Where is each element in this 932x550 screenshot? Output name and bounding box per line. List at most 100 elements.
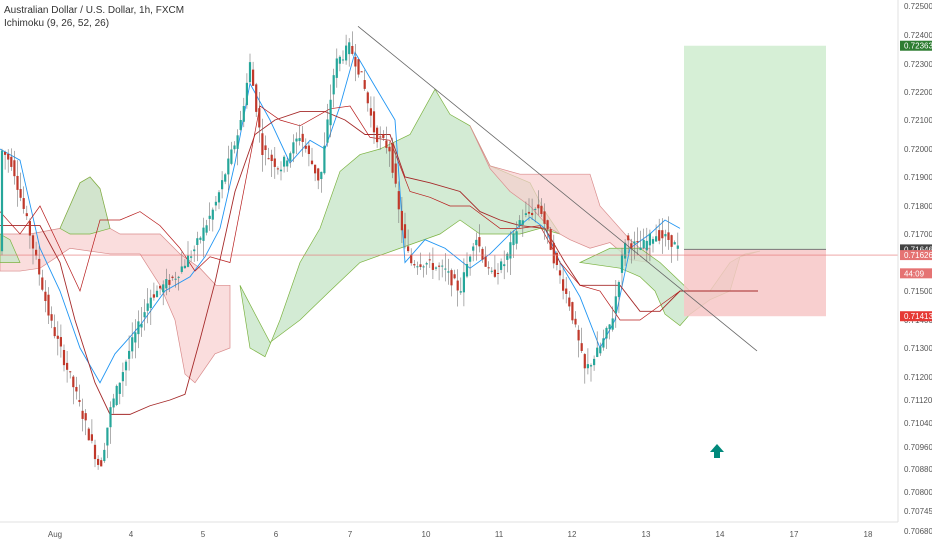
candle — [41, 269, 44, 292]
candle — [428, 252, 431, 268]
candle — [335, 48, 338, 88]
candle — [348, 38, 351, 67]
candle — [379, 126, 382, 150]
candle — [44, 280, 47, 313]
price-tick-label: 0.71900 — [904, 173, 932, 182]
candle — [50, 306, 53, 329]
chart-legend: Australian Dollar / U.S. Dollar, 1h, FXC… — [4, 4, 184, 30]
candle — [645, 227, 648, 262]
candle — [155, 285, 159, 298]
cloud-segment — [0, 176, 231, 384]
time-tick-label: 14 — [716, 530, 725, 539]
time-tick-label: 11 — [495, 530, 504, 539]
trendline[interactable] — [357, 25, 758, 352]
candle — [19, 172, 22, 202]
candle — [620, 247, 624, 287]
candle — [137, 310, 140, 349]
candle — [515, 221, 518, 250]
candle — [31, 233, 35, 265]
candle — [493, 255, 496, 279]
candle — [456, 269, 459, 307]
candle — [16, 160, 19, 207]
candle — [487, 261, 490, 275]
candle — [506, 252, 509, 273]
candle — [667, 216, 670, 250]
time-tick-label: 17 — [790, 530, 799, 539]
indicator-label[interactable]: Ichimoku (9, 26, 52, 26) — [4, 18, 110, 29]
candle — [75, 376, 78, 400]
candle — [341, 50, 345, 64]
candle — [407, 229, 410, 254]
price-tick-label: 0.70800 — [904, 488, 932, 497]
candle — [658, 218, 661, 245]
candle — [0, 148, 4, 256]
candle — [81, 398, 84, 432]
candle — [562, 266, 565, 300]
candle — [47, 287, 50, 324]
candle — [233, 141, 236, 154]
time-tick-label: 5 — [201, 530, 206, 539]
up-arrow-icon[interactable] — [710, 444, 724, 458]
candle — [248, 53, 252, 84]
candle — [131, 322, 134, 359]
candle — [676, 232, 679, 261]
candle — [78, 384, 81, 407]
candle — [534, 207, 537, 223]
time-tick-label: 18 — [864, 530, 873, 539]
candle — [614, 279, 617, 328]
symbol-title[interactable]: Australian Dollar / U.S. Dollar, 1h, FXC… — [4, 5, 185, 16]
candle — [38, 245, 41, 286]
candle — [242, 97, 245, 128]
candle — [543, 203, 546, 240]
candle — [376, 125, 379, 148]
candle — [214, 196, 217, 212]
candle — [459, 277, 462, 295]
candle — [103, 442, 106, 463]
time-axis[interactable]: Aug 4 5 6 7 10 11 12 13 14 17 18 — [0, 521, 898, 539]
candle — [168, 274, 171, 293]
candle — [403, 212, 407, 249]
candle — [568, 291, 571, 311]
candle — [199, 236, 202, 244]
candle — [413, 259, 416, 269]
candle — [128, 335, 131, 371]
candle — [438, 262, 441, 281]
candle — [143, 299, 146, 331]
candle — [298, 124, 301, 146]
candlestick-series — [0, 31, 679, 470]
candle — [283, 155, 286, 173]
candle — [25, 205, 28, 221]
candle — [580, 327, 583, 354]
candle — [255, 82, 258, 118]
price-badge-label: 0.71646 — [904, 245, 932, 254]
candle — [360, 71, 363, 73]
time-tick-label: 6 — [274, 530, 279, 539]
long-position-tool[interactable] — [684, 45, 826, 317]
candle — [162, 280, 165, 306]
price-tick-label: 0.70680 — [904, 527, 932, 536]
candle — [112, 393, 115, 414]
candle — [59, 324, 62, 358]
candle — [388, 141, 391, 167]
price-axis[interactable]: 0.72500 0.72400 0.72300 0.72200 0.72100 0.720… — [897, 0, 932, 536]
candle — [292, 134, 295, 163]
candle — [245, 73, 248, 109]
candle — [490, 267, 493, 274]
candle — [121, 362, 124, 397]
tenkan-line — [0, 51, 681, 384]
candle — [66, 350, 69, 383]
candle — [363, 69, 366, 91]
candle — [304, 138, 307, 153]
candle — [382, 130, 385, 142]
candle — [385, 126, 388, 154]
stop-zone[interactable] — [684, 249, 826, 317]
candle — [7, 149, 10, 173]
candle — [205, 219, 208, 236]
candle — [369, 96, 372, 128]
target-zone[interactable] — [684, 45, 826, 250]
candle — [273, 146, 276, 179]
candle — [552, 234, 555, 269]
price-badge: 44:09 — [900, 268, 932, 279]
